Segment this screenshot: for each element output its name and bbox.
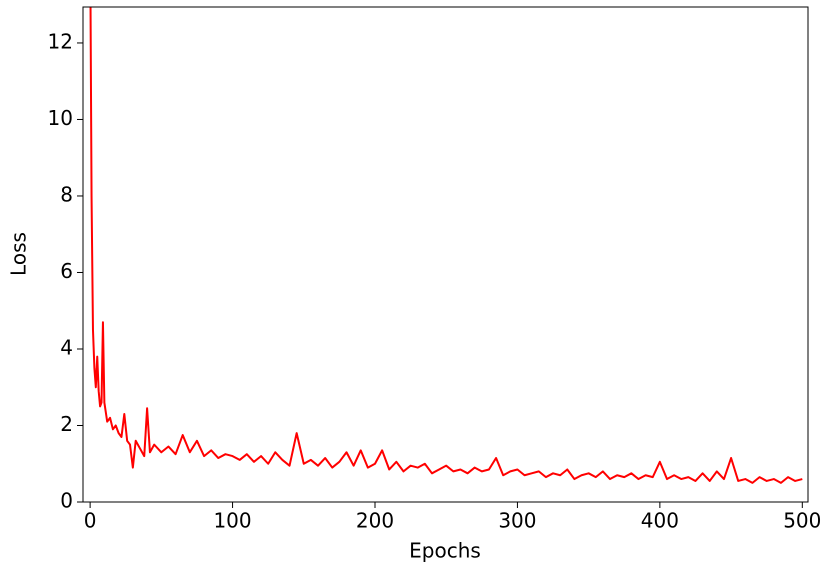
y-tick-label: 2 xyxy=(60,412,73,436)
x-tick-label: 0 xyxy=(84,509,97,533)
x-tick-label: 500 xyxy=(783,509,821,533)
y-tick-label: 8 xyxy=(60,182,73,206)
y-axis-label: Loss xyxy=(7,232,31,276)
loss-line xyxy=(89,7,803,484)
x-tick-label: 300 xyxy=(498,509,536,533)
x-tick-label: 100 xyxy=(213,509,251,533)
x-tick-label: 400 xyxy=(641,509,679,533)
y-tick-label: 4 xyxy=(60,335,73,359)
y-tick-label: 12 xyxy=(48,29,73,53)
plot-frame xyxy=(82,6,809,503)
y-tick-label: 6 xyxy=(60,259,73,283)
x-tick-label: 200 xyxy=(356,509,394,533)
y-tick-label: 10 xyxy=(48,106,73,130)
y-tick-label: 0 xyxy=(60,489,73,513)
x-axis-label: Epochs xyxy=(409,539,481,563)
